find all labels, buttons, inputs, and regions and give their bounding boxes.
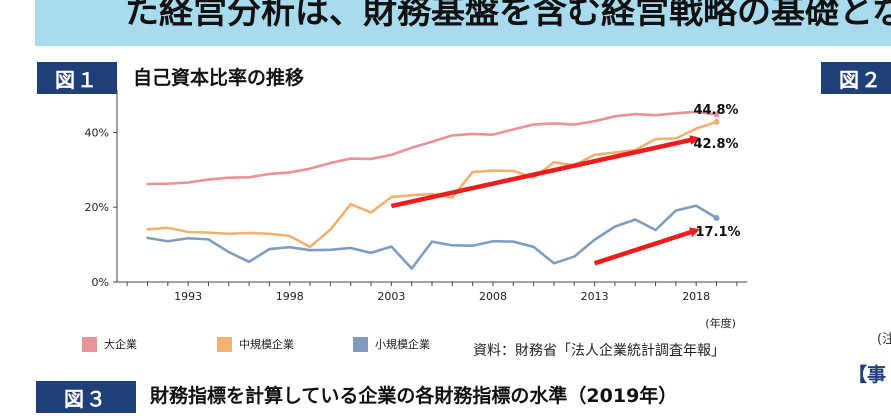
figure2-partial-bracket: 【 [882,108,891,137]
trend-arrow-2 [593,227,700,266]
y-tick-label: 0% [92,276,109,289]
figure3-title: 財務指標を計算している企業の各財務指標の水準（2019年） [150,385,678,407]
legend-label-large: 大企業 [104,338,137,351]
legend-swatch-large [82,336,97,352]
legend-label-medium: 中規模企業 [239,338,294,351]
trend-arrow-1 [390,135,701,209]
x-tick-label: 2003 [377,290,405,303]
legend-item-small: 小規模企業 [353,336,430,352]
end-label-medium: 42.8% [693,137,738,152]
y-tick-label: 40% [85,126,109,139]
figure2-side-note: (注 [877,332,891,347]
legend-swatch-small [353,336,368,352]
series-end-point-medium [713,118,720,125]
end-label-large: 44.8% [693,103,738,118]
source-note: 資料：財務省「法人企業統計調査年報」 [473,343,725,359]
top-banner: た経営分析は、財務基盤を含む経営戦略の基礎とな [35,0,891,46]
banner-text: た経営分析は、財務基盤を含む経営戦略の基礎とな [125,0,891,32]
legend-item-medium: 中規模企業 [217,336,294,352]
series-end-point-small [713,215,720,222]
figure1-title: 自己資本比率の推移 [133,67,305,89]
x-axis-label: (年度) [705,316,736,330]
y-tick-label: 20% [85,201,109,214]
legend-label-small: 小規模企業 [375,338,430,351]
legend-item-large: 大企業 [82,336,137,352]
figure3-badge: 図３ [36,381,136,413]
x-tick-label: 2013 [581,290,609,303]
end-label-small: 17.1% [695,225,740,240]
figure1-badge: 図１ [37,62,117,94]
x-tick-label: 2018 [682,290,710,303]
legend-swatch-medium [217,336,232,352]
series-line-medium [146,120,718,249]
x-tick-label: 2008 [479,290,507,303]
x-tick-label: 1993 [174,290,202,303]
series-end-point-large [713,111,720,118]
series-line-small [146,204,718,270]
figure2-badge: 図２ [821,62,891,94]
figure2-bracket-text: 【事 [848,364,887,386]
x-tick-label: 1998 [276,290,304,303]
series-line-large [146,110,718,186]
